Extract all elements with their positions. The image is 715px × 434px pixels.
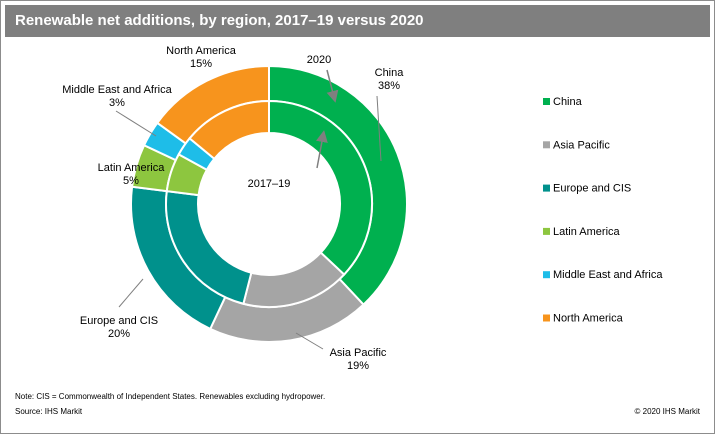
legend-swatch-europe-and-cis [543,184,550,192]
slice-label-pct-north-america: 15% [190,58,212,70]
inner-ring-slice-north-america [188,99,270,161]
leader-line-middle-east-and-africa [115,110,157,137]
copyright-note: © 2020 IHS Markit [634,407,700,416]
chart-title: Renewable net additions, by region, 2017… [15,12,424,29]
legend-label-middle-east-and-africa: Middle East and Africa [553,269,663,281]
slice-label-pct-china: 38% [378,80,400,92]
leader-line-china [376,95,382,162]
leader-line-asia-pacific [295,332,324,350]
legend-label-china: China [553,96,583,108]
inner-ring-2017-19 [165,99,373,308]
slice-label-name-europe-and-cis: Europe and CIS [80,315,158,327]
slice-label-pct-europe-and-cis: 20% [108,328,130,340]
legend-label-north-america: North America [553,313,624,325]
ring-label-outer: 2020 [307,54,331,66]
footnote: Note: CIS = Commonwealth of Independent … [15,392,326,401]
legend-swatch-latin-america [543,227,550,235]
ring-labels: 2020 2017–19 [248,54,339,190]
leader-lines [115,95,382,350]
slice-label-name-china: China [375,67,405,79]
legend-label-latin-america: Latin America [553,226,621,238]
inner-ring-slice-china [268,99,373,276]
legend: China Asia Pacific Europe and CIS Latin Ame… [543,96,663,325]
slice-label-name-asia-pacific: Asia Pacific [330,347,387,359]
legend-swatch-north-america [543,314,550,322]
slice-label-name-latin-america: Latin America [98,162,166,174]
slice-label-pct-latin-america: 5% [123,175,139,187]
ring-label-inner: 2017–19 [248,178,291,190]
ring-arrow-outer [326,69,339,103]
legend-swatch-china [543,98,550,105]
legend-label-asia-pacific: Asia Pacific [553,139,610,151]
slice-label-name-middle-east-and-africa: Middle East and Africa [62,84,172,96]
slice-label-pct-middle-east-and-africa: 3% [109,97,125,109]
legend-label-europe-and-cis: Europe and CIS [553,183,631,195]
legend-swatch-asia-pacific [543,141,550,149]
title-bar: Renewable net additions, by region, 2017… [5,5,710,37]
leader-line-europe-and-cis [118,278,144,308]
outer-ring-2020 [130,64,408,343]
ring-arrow-inner [315,130,328,169]
slice-label-pct-asia-pacific: 19% [347,360,369,372]
source-note: Source: IHS Markit [15,407,83,416]
slice-label-name-north-america: North America [166,45,237,57]
legend-swatch-middle-east-and-africa [543,271,550,279]
